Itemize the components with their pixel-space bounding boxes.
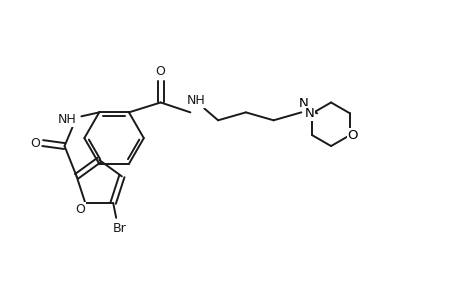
Text: O: O <box>347 129 358 142</box>
Text: O: O <box>30 136 39 150</box>
Text: O: O <box>156 65 165 78</box>
Text: O: O <box>75 203 85 216</box>
Text: N: N <box>304 107 313 120</box>
Text: NH: NH <box>186 94 205 107</box>
Text: NH: NH <box>58 113 77 126</box>
Text: Br: Br <box>112 222 126 235</box>
Text: N: N <box>298 97 308 110</box>
